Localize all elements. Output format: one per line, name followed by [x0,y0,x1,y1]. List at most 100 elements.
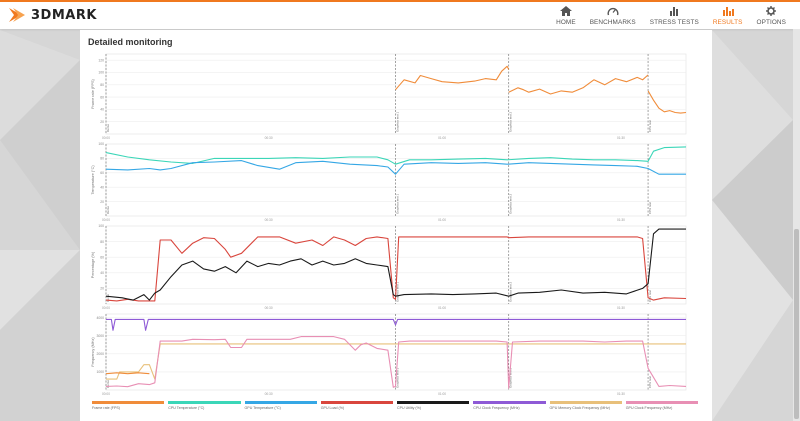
legend-label: GPU Clock Frequency (MHz) [625,406,673,410]
test-marker-label: Demo [106,294,110,302]
test-marker-label: Graphics test 1 [395,367,399,388]
y-axis-label: Percentage (%) [91,251,95,278]
results-chart-icon [722,7,734,16]
legend-label: GPU Temperature (°C) [244,406,281,410]
nav-results[interactable]: RESULTS [713,6,743,26]
legend-item[interactable]: CPU Utility (%) [397,401,470,410]
legend-item[interactable]: Frame rate (FPS) [92,401,165,410]
x-tick-label: 00:30 [265,136,273,140]
detailed-monitoring-panel: Detailed monitoring 20 40 60 80 100 120 Frame … [80,30,712,421]
nav-options[interactable]: OPTIONS [757,6,786,26]
y-tick-label: 20 [100,287,104,291]
test-marker-label: Graphics test 1 [395,111,399,132]
test-marker-label: Graphics test 2 [509,193,513,214]
legend-swatch [92,401,165,404]
legend-item[interactable]: CPU Clock Frequency (MHz) [473,401,546,410]
plot-area [105,53,687,135]
x-tick-label: 01:00 [438,306,446,310]
x-tick-label: 01:30 [617,392,625,396]
y-tick-label: 120 [98,58,104,62]
chart-4: 1000 2000 3000 4000 Frequency (MHz) 00:00 00:3… [91,313,687,396]
series-line [105,146,687,165]
gear-icon [766,6,777,16]
series-line [105,372,150,375]
x-tick-label: 01:00 [438,392,446,396]
panel-title: Detailed monitoring [88,37,173,47]
y-axis-label: Frame rate (FPS) [91,79,95,109]
series-line [647,90,687,114]
legend-label: CPU Clock Frequency (MHz) [473,406,520,410]
x-tick-label: 00:00 [102,392,110,396]
test-marker-label: CPU test [648,376,652,388]
series-line [105,236,687,302]
nav-label: STRESS TESTS [649,19,699,26]
series-line [508,74,649,95]
app-logo[interactable]: 3DMARK [7,6,97,24]
series-line [105,160,686,175]
nav-benchmarks[interactable]: BENCHMARKS [590,6,636,26]
y-tick-label: 100 [98,71,104,75]
home-icon [559,6,572,16]
x-tick-label: 01:00 [438,218,446,222]
chart-3: 20 40 60 80 100 Percentage (%) 00:00 00:30 01:00… [91,224,687,310]
vertical-scrollbar[interactable] [793,29,800,421]
nav-label: RESULTS [712,19,743,26]
x-tick-label: 00:00 [102,136,110,140]
y-tick-label: 40 [100,108,104,112]
y-tick-label: 60 [100,171,104,175]
legend-swatch [397,401,470,404]
gauge-icon [607,7,619,16]
nav-stress-tests[interactable]: STRESS TESTS [650,6,699,26]
y-tick-label: 3000 [96,334,104,338]
legend-label: CPU Utility (%) [397,406,421,410]
y-tick-label: 40 [100,185,104,189]
monitoring-charts: 20 40 60 80 100 120 Frame rate (FPS) 00:00 00:30… [91,53,687,396]
y-tick-label: 80 [100,83,104,87]
nav-label: OPTIONS [756,19,786,26]
y-tick-label: 40 [100,271,104,275]
chart-2: 20 40 60 80 100 Temperature (°C) 00:00 00:30 01:… [91,142,687,222]
legend-item[interactable]: GPU Memory Clock Frequency (MHz) [549,401,622,410]
legend-swatch [320,401,393,404]
legend-label: Frame rate (FPS) [92,406,120,410]
series-line [105,336,687,389]
test-marker-label: Demo [106,124,110,132]
nav-home[interactable]: HOME [556,6,576,26]
logo-flame-icon [9,8,25,22]
legend-swatch [168,401,241,404]
test-marker-label: CPU test [648,120,652,132]
test-marker-label: Demo [106,206,110,214]
legend-swatch [244,401,317,404]
test-marker-label: Demo [106,380,110,388]
series-line [106,318,686,331]
y-tick-label: 60 [100,95,104,99]
legend-item[interactable]: GPU Clock Frequency (MHz) [625,401,698,410]
x-tick-label: 00:00 [102,218,110,222]
logo-text: 3DMARK [31,7,97,23]
legend-item[interactable]: CPU Temperature (°C) [168,401,241,410]
chart-legend: Frame rate (FPS) CPU Temperature (°C) GPU … [92,401,702,410]
test-marker-label: CPU test [648,202,652,214]
top-bar: 3DMARK HOME BENCHMARKS STRESS TESTS RESU… [0,0,800,29]
bar-chart-icon [670,7,679,16]
x-tick-label: 01:00 [438,136,446,140]
y-axis-label: Temperature (°C) [91,165,95,195]
legend-label: GPU Load (%) [320,406,345,410]
legend-swatch [549,401,622,404]
x-tick-label: 00:00 [102,306,110,310]
scrollbar-thumb[interactable] [794,229,799,419]
x-tick-label: 00:30 [265,218,273,222]
x-tick-label: 01:30 [617,136,625,140]
nav-label: HOME [556,19,576,26]
y-tick-label: 1000 [96,370,104,374]
test-marker-label: Graphics test 1 [395,193,399,214]
legend-item[interactable]: GPU Temperature (°C) [244,401,317,410]
test-marker-label: Graphics test 2 [509,367,513,388]
y-tick-label: 60 [100,255,104,259]
series-line [395,65,510,91]
y-axis-label: Frequency (MHz) [91,337,95,367]
legend-item[interactable]: GPU Load (%) [320,401,393,410]
y-tick-label: 20 [100,200,104,204]
legend-swatch [625,401,698,404]
test-marker-label: Graphics test 2 [509,281,513,302]
